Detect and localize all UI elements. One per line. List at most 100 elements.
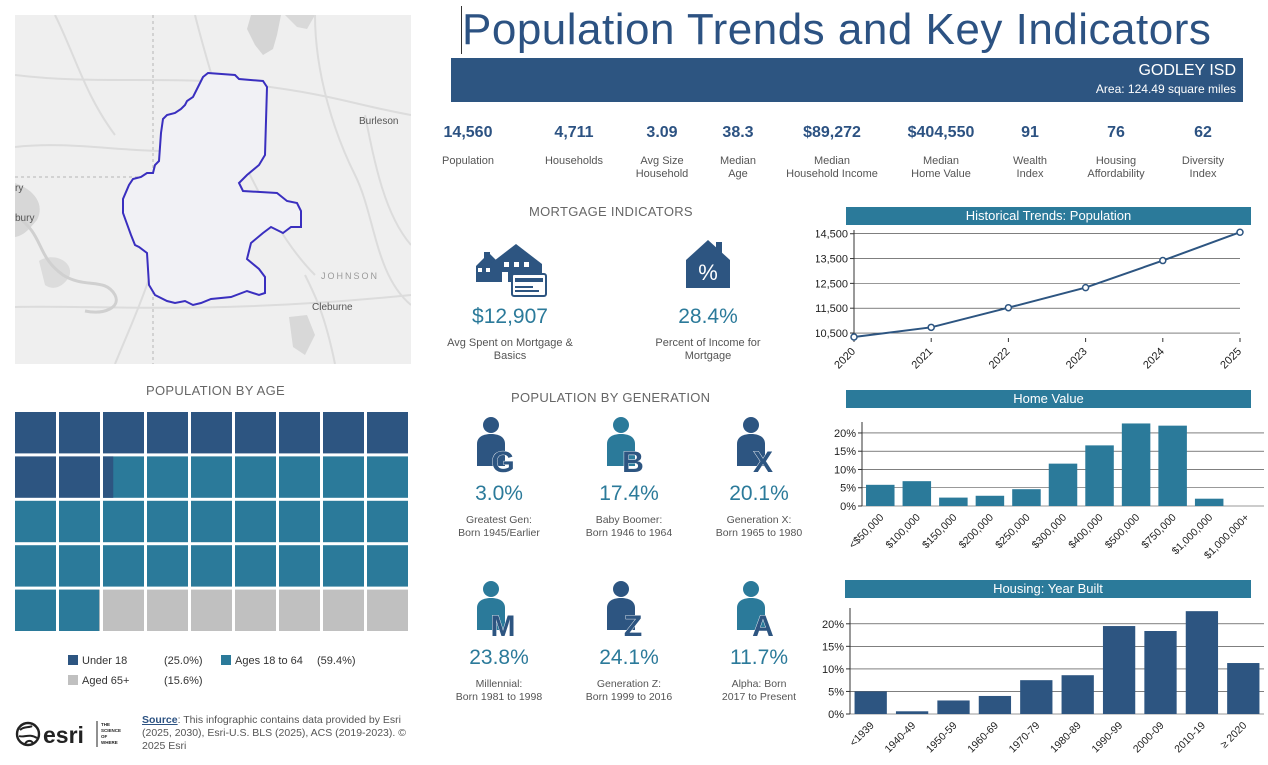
map-canvas[interactable]: Burleson JOHNSON Cleburne bury ry — [14, 14, 412, 365]
esri-logo[interactable]: esri THE SCIENCE OF WHERE — [15, 718, 137, 750]
source-text: : This infographic contains data provide… — [142, 714, 406, 752]
x-tick-label: 1940-49 — [882, 720, 918, 756]
population-trend-header: Historical Trends: Population — [846, 207, 1251, 225]
legend-label: Ages 18 to 64 — [235, 655, 303, 667]
kpi-diversity-index: 62 Diversity Index — [1170, 123, 1236, 181]
x-tick-label: $200,000 — [957, 512, 997, 552]
y-tick-label: 11,500 — [816, 303, 848, 315]
waffle-cell — [191, 412, 232, 454]
waffle-cell — [323, 545, 364, 587]
x-tick-label: 2022 — [987, 346, 1013, 372]
waffle-cell — [279, 545, 320, 587]
map-label-ry: ry — [15, 183, 23, 194]
waffle-cell — [191, 545, 232, 587]
map-label-bury: bury — [15, 213, 34, 224]
waffle-cell — [279, 589, 320, 631]
bar — [1121, 423, 1151, 506]
waffle-cell — [191, 500, 232, 543]
y-tick-label: 20% — [834, 428, 856, 440]
generation-card: M 23.8% Millennial: Born 1981 to 1998 — [444, 578, 554, 704]
x-tick-label: 2025 — [1218, 346, 1244, 372]
legend-65-plus: Aged 65+ (15.6%) — [68, 675, 203, 687]
home-value-chart: 0% 5% 10% 15% 20% <$50,000$100,000$150,000$20… — [834, 422, 1264, 562]
kpi-label: Avg Size Household — [635, 155, 689, 180]
x-tick-label: 2023 — [1064, 346, 1090, 372]
area-map[interactable]: Burleson JOHNSON Cleburne bury ry — [14, 14, 412, 365]
mortgage-title: MORTGAGE INDICATORS — [529, 204, 693, 219]
waffle-cell — [367, 500, 408, 543]
waffle-cell — [191, 456, 232, 498]
legend-swatch — [221, 655, 231, 665]
y-tick-label: 14,500 — [816, 229, 848, 241]
kpi-population: 14,560 Population — [432, 123, 504, 168]
generation-card: B 17.4% Baby Boomer: Born 1946 to 1964 — [574, 414, 684, 540]
waffle-cell — [367, 589, 408, 631]
generation-desc: Baby Boomer: Born 1946 to 1964 — [585, 514, 673, 539]
generation-letter: X — [753, 446, 773, 476]
bar — [854, 691, 887, 714]
percent-symbol: % — [698, 260, 718, 285]
generation-letter: B — [622, 446, 644, 476]
generation-letter: G — [491, 446, 514, 476]
y-tick-label: 0% — [828, 709, 844, 721]
kpi-value: 38.3 — [722, 124, 754, 141]
waffle-cell — [323, 500, 364, 543]
mortgage-spent-label: Avg Spent on Mortgage & Basics — [447, 337, 573, 362]
data-point — [1004, 303, 1013, 312]
house-percent-icon: % — [684, 238, 732, 293]
kpi-label: Housing Affordability — [1087, 155, 1145, 180]
kpi-value: 62 — [1194, 124, 1212, 141]
waffle-cell — [323, 589, 364, 631]
x-tick-label: $500,000 — [1103, 512, 1143, 552]
person-icon: M — [477, 581, 516, 643]
y-tick-label: 10,500 — [816, 328, 848, 340]
y-tick-label: 12,500 — [816, 278, 848, 290]
x-tick-label: 1960-69 — [965, 720, 1001, 756]
generation-desc: Generation X: Born 1965 to 1980 — [715, 514, 803, 539]
waffle-cell — [147, 500, 188, 543]
house-card-icon — [474, 242, 548, 303]
generation-pct: 3.0% — [475, 482, 523, 505]
legend-swatch — [68, 675, 78, 685]
waffle-cell — [15, 412, 56, 454]
y-tick-label: 15% — [822, 641, 844, 653]
legend-pct: (25.0%) — [164, 655, 203, 667]
legend-label: Under 18 — [82, 655, 128, 667]
waffle-cell — [59, 500, 100, 543]
x-tick-label: <1939 — [847, 720, 876, 749]
bar — [1102, 626, 1136, 714]
bar — [902, 481, 932, 506]
source-link[interactable]: Source — [142, 714, 178, 726]
kpi-housing-affordability: 76 Housing Affordability — [1076, 123, 1156, 181]
legend-label: Aged 65+ — [82, 675, 130, 687]
x-tick-label: 2020 — [832, 346, 858, 372]
waffle-cell — [15, 500, 56, 543]
waffle-cell — [59, 589, 100, 631]
waffle-cell — [103, 545, 144, 587]
kpi-label: Wealth Index — [1012, 155, 1048, 180]
generation-card: X 20.1% Generation X: Born 1965 to 1980 — [704, 414, 814, 540]
kpi-median-home-value: $404,550 Median Home Value — [896, 123, 986, 181]
waffle-cell — [59, 545, 100, 587]
generation-card: Z 24.1% Generation Z: Born 1999 to 2016 — [574, 578, 684, 704]
kpi-label: Diversity Index — [1181, 155, 1225, 180]
x-tick-label: $400,000 — [1066, 512, 1106, 552]
waffle-cell — [103, 412, 144, 454]
generation-pct: 20.1% — [729, 482, 789, 505]
generation-desc: Generation Z: Born 1999 to 2016 — [585, 678, 673, 703]
generation-letter: Z — [624, 610, 642, 640]
map-label-cleburne: Cleburne — [312, 302, 353, 313]
y-tick-label: 5% — [840, 483, 856, 495]
kpi-wealth-index: 91 Wealth Index — [1000, 123, 1060, 181]
x-tick-label: 1950-59 — [924, 720, 960, 756]
mortgage-pct-income-value: 28.4% — [678, 305, 738, 328]
age-waffle-chart — [15, 412, 408, 631]
waffle-cell — [235, 456, 276, 498]
waffle-cell — [147, 589, 188, 631]
mortgage-pct-income-label: Percent of Income for Mortgage — [655, 337, 761, 362]
person-icon: B — [607, 417, 644, 479]
waffle-cell — [103, 589, 144, 631]
bar — [1158, 425, 1187, 506]
waffle-cell — [279, 500, 320, 543]
waffle-cell — [59, 456, 100, 498]
